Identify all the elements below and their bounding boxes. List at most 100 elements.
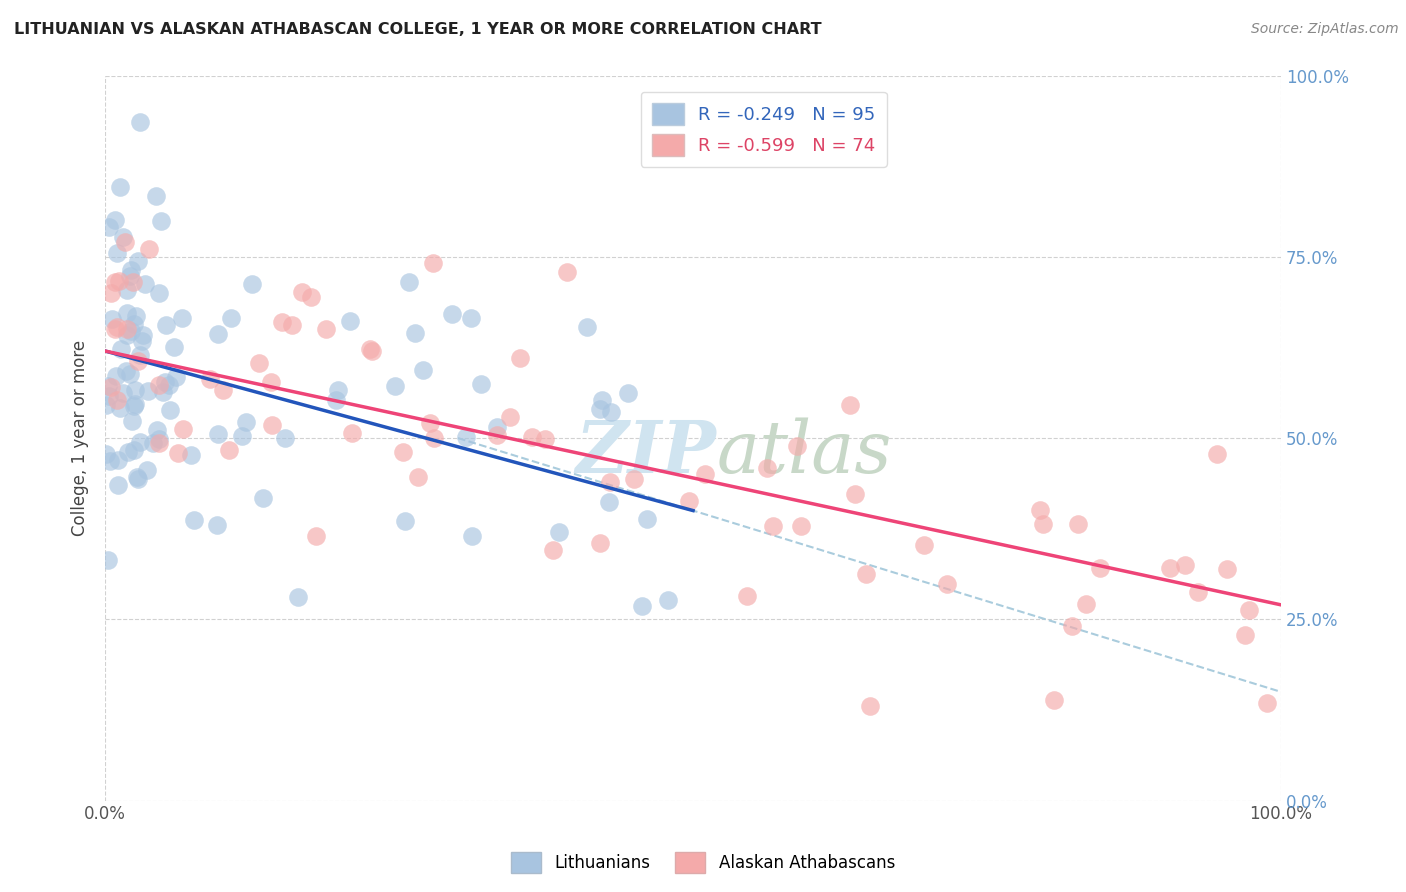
Alaskan Athabascans <box>423 431 446 445</box>
Alaskan Athabascans <box>305 529 328 543</box>
Lithuanians <box>325 393 347 408</box>
Lithuanians <box>240 277 263 291</box>
Lithuanians <box>131 334 153 349</box>
Alaskan Athabascans <box>200 372 222 386</box>
Lithuanians <box>460 310 482 325</box>
Lithuanians <box>339 314 361 328</box>
Alaskan Athabascans <box>859 699 882 714</box>
Alaskan Athabascans <box>260 417 283 432</box>
Alaskan Athabascans <box>359 342 381 356</box>
Alaskan Athabascans <box>1029 503 1052 517</box>
Lithuanians <box>165 369 187 384</box>
Lithuanians <box>115 327 138 342</box>
Lithuanians <box>122 442 145 457</box>
Alaskan Athabascans <box>695 467 717 481</box>
Lithuanians <box>159 403 181 417</box>
Alaskan Athabascans <box>340 425 363 440</box>
Alaskan Athabascans <box>1216 562 1239 576</box>
Lithuanians <box>235 415 257 429</box>
Alaskan Athabascans <box>912 538 935 552</box>
Alaskan Athabascans <box>172 422 194 436</box>
Lithuanians <box>103 213 125 227</box>
Lithuanians <box>108 180 131 194</box>
Alaskan Athabascans <box>1060 618 1083 632</box>
Lithuanians <box>600 405 623 419</box>
Lithuanians <box>150 214 173 228</box>
Alaskan Athabascans <box>114 235 136 249</box>
Lithuanians <box>98 454 121 468</box>
Alaskan Athabascans <box>735 589 758 603</box>
Lithuanians <box>183 513 205 527</box>
Lithuanians <box>127 254 149 268</box>
Lithuanians <box>125 309 148 323</box>
Lithuanians <box>115 283 138 297</box>
Alaskan Athabascans <box>1174 558 1197 573</box>
Text: LITHUANIAN VS ALASKAN ATHABASCAN COLLEGE, 1 YEAR OR MORE CORRELATION CHART: LITHUANIAN VS ALASKAN ATHABASCAN COLLEGE… <box>14 22 821 37</box>
Lithuanians <box>129 115 152 129</box>
Alaskan Athabascans <box>855 566 877 581</box>
Lithuanians <box>104 369 127 384</box>
Lithuanians <box>129 348 152 362</box>
Alaskan Athabascans <box>138 242 160 256</box>
Lithuanians <box>631 599 654 614</box>
Alaskan Athabascans <box>790 519 813 533</box>
Alaskan Athabascans <box>935 576 957 591</box>
Text: ZIP: ZIP <box>575 417 717 488</box>
Lithuanians <box>127 472 149 486</box>
Alaskan Athabascans <box>1159 561 1181 575</box>
Lithuanians <box>170 311 193 326</box>
Alaskan Athabascans <box>100 286 122 301</box>
Alaskan Athabascans <box>623 472 645 486</box>
Alaskan Athabascans <box>127 354 149 368</box>
Lithuanians <box>231 428 253 442</box>
Lithuanians <box>657 592 679 607</box>
Alaskan Athabascans <box>1187 585 1209 599</box>
Lithuanians <box>219 310 242 325</box>
Alaskan Athabascans <box>408 470 430 484</box>
Lithuanians <box>252 491 274 505</box>
Lithuanians <box>146 423 169 437</box>
Lithuanians <box>575 320 598 334</box>
Lithuanians <box>636 512 658 526</box>
Lithuanians <box>122 317 145 331</box>
Lithuanians <box>97 379 120 393</box>
Lithuanians <box>107 478 129 492</box>
Alaskan Athabascans <box>1206 447 1229 461</box>
Lithuanians <box>398 275 420 289</box>
Lithuanians <box>485 420 508 434</box>
Lithuanians <box>129 435 152 450</box>
Lithuanians <box>117 445 139 459</box>
Alaskan Athabascans <box>100 380 122 394</box>
Alaskan Athabascans <box>599 475 621 489</box>
Alaskan Athabascans <box>148 436 170 450</box>
Lithuanians <box>138 384 160 398</box>
Alaskan Athabascans <box>247 356 270 370</box>
Alaskan Athabascans <box>589 535 612 549</box>
Lithuanians <box>148 432 170 446</box>
Alaskan Athabascans <box>121 275 143 289</box>
Lithuanians <box>470 376 492 391</box>
Alaskan Athabascans <box>1042 693 1064 707</box>
Lithuanians <box>454 430 477 444</box>
Legend: Lithuanians, Alaskan Athabascans: Lithuanians, Alaskan Athabascans <box>505 846 901 880</box>
Alaskan Athabascans <box>755 461 778 475</box>
Alaskan Athabascans <box>392 444 415 458</box>
Lithuanians <box>97 553 120 567</box>
Alaskan Athabascans <box>115 322 138 336</box>
Alaskan Athabascans <box>485 428 508 442</box>
Lithuanians <box>441 307 464 321</box>
Lithuanians <box>96 447 118 461</box>
Alaskan Athabascans <box>259 376 281 390</box>
Alaskan Athabascans <box>422 256 444 270</box>
Alaskan Athabascans <box>280 318 302 332</box>
Alaskan Athabascans <box>1256 697 1278 711</box>
Lithuanians <box>287 590 309 604</box>
Lithuanians <box>97 389 120 403</box>
Lithuanians <box>110 342 132 356</box>
Lithuanians <box>97 219 120 234</box>
Lithuanians <box>131 328 153 343</box>
Lithuanians <box>136 463 159 477</box>
Alaskan Athabascans <box>212 383 235 397</box>
Alaskan Athabascans <box>291 285 314 299</box>
Lithuanians <box>157 378 180 392</box>
